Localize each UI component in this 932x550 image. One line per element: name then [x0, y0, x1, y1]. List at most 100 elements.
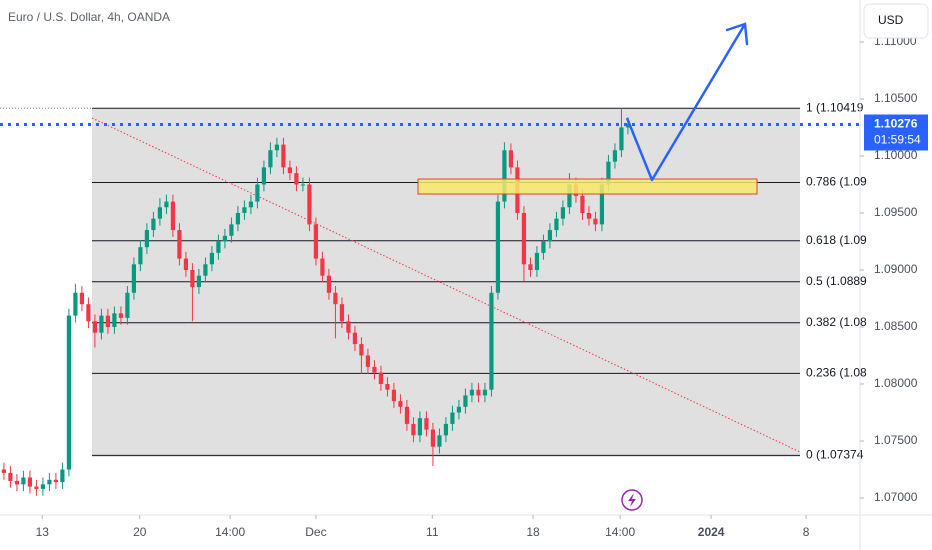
candle-body	[463, 395, 468, 407]
y-tick-label: 1.10500	[874, 91, 918, 105]
candle-body	[625, 124, 631, 128]
candle-body	[222, 235, 228, 242]
candle-body	[105, 315, 111, 327]
candle-body	[118, 313, 124, 318]
arrow-head	[725, 22, 749, 46]
candle-body	[209, 252, 215, 265]
fib-label: 0.618 (1.09	[806, 233, 867, 247]
candle-body	[281, 144, 286, 168]
candle-body	[164, 201, 169, 208]
currency-button-box[interactable]	[863, 3, 929, 39]
candle-body	[27, 477, 33, 487]
candle-body	[203, 264, 208, 276]
candle-body	[547, 230, 553, 242]
candle-body	[112, 313, 117, 327]
candle-body	[60, 469, 65, 483]
x-tick-label: 20	[133, 525, 147, 539]
fib-area	[92, 108, 800, 457]
candle-body	[151, 218, 156, 231]
candle-body	[612, 150, 618, 162]
candle-body	[268, 150, 273, 168]
candle-body	[508, 150, 514, 168]
x-tick-label: 11	[426, 525, 439, 539]
candle-body	[456, 406, 462, 413]
candle-body	[183, 258, 189, 270]
fib-label: 1 (1.10419	[806, 100, 864, 114]
candle-body	[326, 275, 332, 293]
candle-body	[528, 264, 533, 270]
candle-body	[398, 401, 403, 407]
candle-body	[99, 315, 104, 333]
last-price: 1.10276 01:59:54	[0, 114, 928, 151]
x-tick-label: 14:00	[605, 525, 635, 539]
candle-body	[560, 207, 566, 219]
candle-body	[131, 264, 137, 293]
candle-body	[372, 366, 377, 373]
candle-body	[599, 184, 605, 225]
candle-body	[170, 201, 176, 231]
candle-body	[300, 184, 306, 186]
countdown-label: 01:59:54	[874, 133, 921, 147]
candle-body	[404, 406, 410, 424]
last-price-box	[864, 114, 928, 151]
fib-retracement: 1 (1.10419 0.786 (1.09 0.618 (1.09 0.5 (1.0…	[0, 100, 867, 462]
candle-body	[365, 355, 371, 367]
candle-body	[261, 167, 267, 185]
y-tick-label: 1.09500	[874, 205, 918, 219]
event-icon[interactable]	[621, 489, 643, 511]
candle-body	[248, 201, 254, 208]
candle-body	[554, 218, 559, 231]
candle-body	[482, 389, 488, 396]
y-tick-label: 1.08000	[874, 376, 918, 390]
y-tick-label: 1.09000	[874, 262, 918, 276]
candle-body	[391, 389, 397, 402]
chart-title: Euro / U.S. Dollar, 4h, OANDA	[8, 10, 170, 24]
candle-body	[255, 184, 260, 202]
candle-body	[534, 252, 540, 270]
candle-body	[79, 292, 85, 305]
candle-body	[235, 212, 241, 225]
y-tick-label: 1.07000	[874, 490, 918, 504]
candle-body	[177, 230, 182, 259]
candle-body	[437, 435, 442, 447]
currency-label[interactable]: USD	[878, 13, 904, 27]
x-tick-label: 8	[803, 525, 810, 539]
candle-body	[593, 218, 598, 225]
candle-body	[476, 389, 481, 396]
candle-body	[339, 304, 345, 322]
candle-body	[606, 161, 611, 185]
candle-body	[190, 269, 195, 288]
candle-body	[307, 184, 312, 225]
candle-body	[125, 292, 130, 318]
candle-body	[1, 469, 7, 473]
candle-body	[274, 144, 280, 151]
candle-body	[521, 212, 527, 265]
candle-body	[144, 230, 150, 248]
candle-body	[66, 315, 72, 470]
lightning[interactable]	[628, 493, 636, 507]
candle-body	[53, 479, 59, 483]
candle-body	[86, 304, 91, 322]
candle-body	[47, 479, 52, 485]
candle-body	[580, 195, 585, 213]
candle-body	[385, 383, 390, 390]
candle-body	[92, 321, 98, 333]
currency-button[interactable]: USD	[863, 3, 929, 39]
candle-body	[216, 241, 221, 253]
trend-line	[91, 117, 801, 453]
candle-body	[352, 332, 358, 345]
candle-body	[313, 224, 319, 259]
candle-body	[287, 167, 293, 174]
candle-body	[196, 275, 202, 288]
candle-body	[411, 423, 416, 436]
candle-body	[157, 207, 163, 219]
y-tick-label: 1.10000	[874, 148, 918, 162]
last-price-label: 1.10276	[874, 117, 918, 131]
fib-label: 0.236 (1.08	[806, 366, 867, 380]
candle-body	[34, 486, 39, 489]
candle-body	[567, 184, 572, 208]
fib-label: 0.786 (1.09	[806, 175, 867, 189]
candle-body	[242, 207, 247, 213]
x-tick-label: 18	[526, 525, 540, 539]
candle-body	[586, 212, 592, 219]
